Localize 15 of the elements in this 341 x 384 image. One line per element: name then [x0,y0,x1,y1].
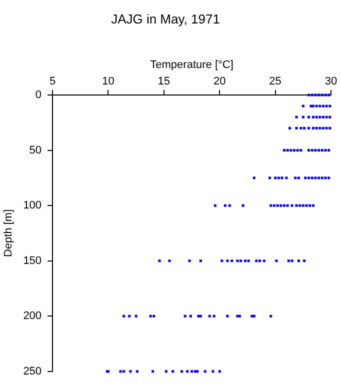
y-tick-label: 100 [23,200,42,212]
x-axis-title: Temperature [°C] [150,59,234,72]
y-axis-title: Depth [m] [2,209,15,258]
x-tick-label: 30 [324,75,338,88]
x-tick-label: 5 [49,75,56,88]
chart-title: JAJG in May, 1971 [111,11,220,26]
x-tick-label: 10 [102,75,114,88]
x-tick-label: 15 [158,75,170,88]
y-tick-label: 250 [23,365,42,378]
y-tick-label: 200 [23,310,42,322]
x-tick-label: 20 [213,75,226,88]
y-tick-label: 150 [23,254,42,267]
x-tick-label: 25 [269,75,282,88]
y-tick-label: 0 [35,89,42,102]
y-tick-label: 50 [29,144,42,156]
